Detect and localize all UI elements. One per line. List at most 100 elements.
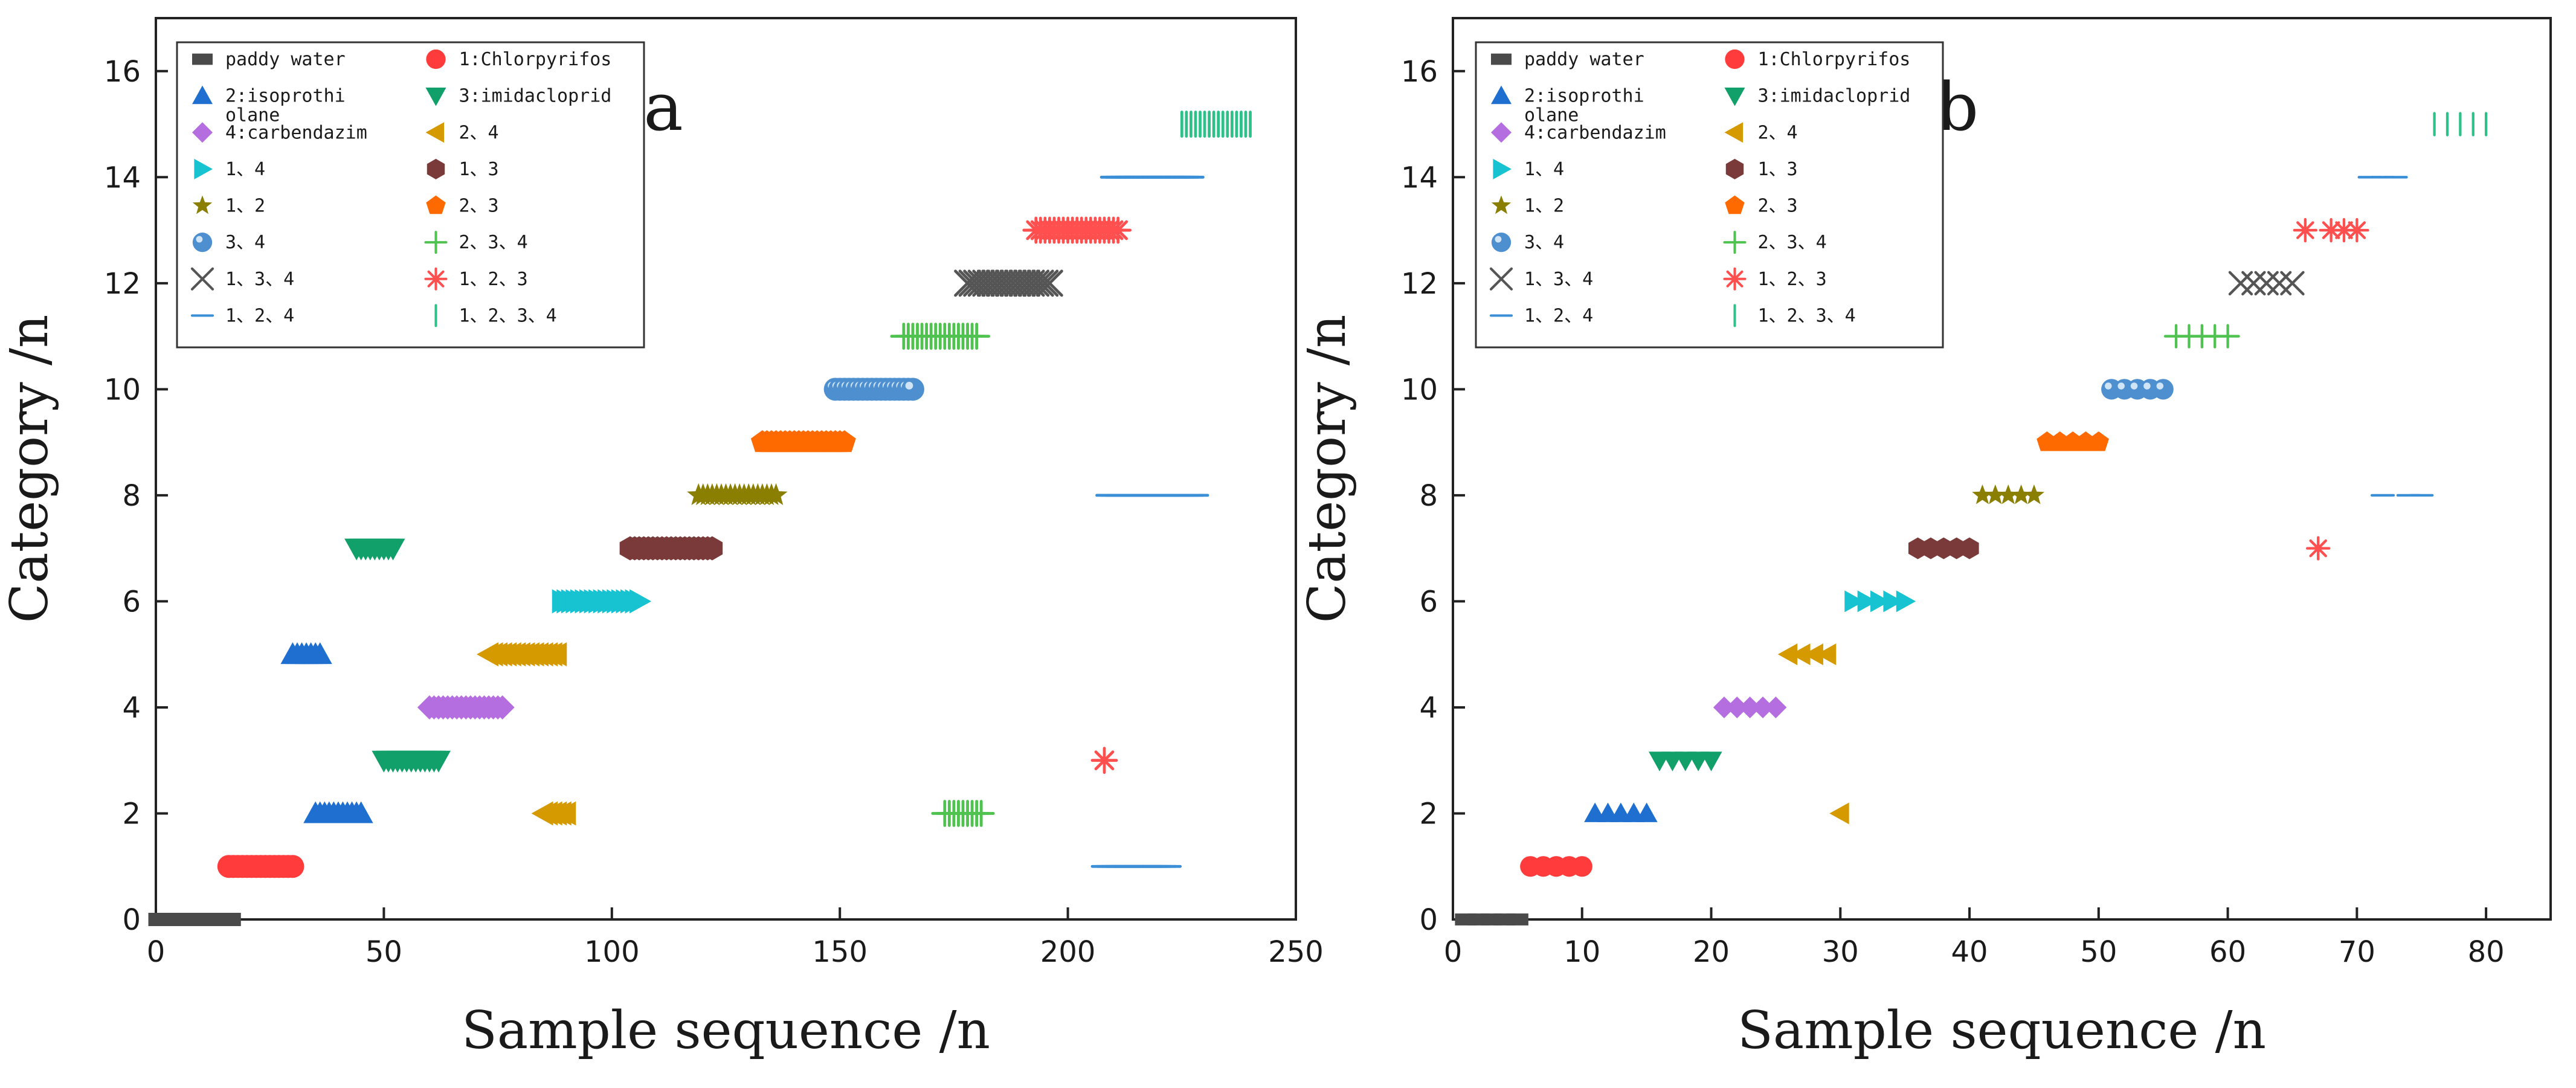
legend: paddy water 1:Chlorpyrifos 2:isoprothi olan… (176, 41, 645, 349)
data-point (1985, 484, 2006, 504)
data-point (967, 800, 995, 827)
data-point (216, 913, 241, 926)
series-sphere (2101, 379, 2174, 400)
series-asterisk (1022, 216, 1132, 244)
panel-b: 0 10 20 30 40 50 60 70 80 0 2 4 6 8 10 12 14 16 Sample seq… (1297, 17, 2552, 1061)
data-point (1004, 269, 1031, 297)
data-point (1972, 484, 1993, 504)
y-tick-label: 4 (122, 691, 141, 725)
legend-label: 1、2、3、4 (1758, 305, 1856, 326)
y-tick-label: 4 (1419, 691, 1438, 725)
data-point (995, 269, 1022, 297)
legend-item: 1、2、4 (190, 305, 294, 326)
x-tick-label: 30 (1822, 935, 1859, 969)
legend-marker (1725, 158, 1744, 179)
series-triangle-down (344, 538, 405, 561)
legend-marker (192, 53, 213, 65)
series-triangle-right (1844, 590, 1916, 613)
legend-marker (1491, 53, 1512, 65)
data-point (1104, 216, 1132, 244)
legend-label: paddy water (1524, 49, 1644, 70)
legend-item: 2:isoprothi olane (1491, 85, 1644, 126)
y-tick-label: 16 (104, 55, 141, 89)
series-circle (1520, 856, 1592, 877)
series-triangle-left (531, 801, 576, 826)
legend-item: 2、3 (1725, 195, 1798, 217)
data-point (976, 269, 1004, 297)
series-x (954, 269, 1063, 297)
series-diamond (1713, 696, 1787, 718)
data-point (1857, 590, 1878, 613)
legend-marker (1724, 122, 1744, 143)
legend-label: 3、4 (225, 232, 265, 253)
series-triangle-right (552, 589, 652, 614)
legend-marker (192, 122, 213, 143)
data-point (1635, 802, 1658, 822)
data-point (2306, 536, 2331, 561)
series-star (687, 483, 788, 506)
panel-letter: a (643, 68, 683, 146)
x-axis-label: Sample sequence /n (462, 1000, 990, 1061)
legend-label: 1:Chlorpyrifos (1758, 49, 1911, 70)
data-point (981, 269, 1009, 297)
legend-marker (194, 158, 213, 179)
x-tick-label: 200 (1040, 935, 1096, 969)
data-point (1829, 802, 1849, 825)
legend-item: 1、2、3、4 (1733, 304, 1856, 327)
legend-label: 3:imidacloprid (459, 86, 612, 107)
data-point (2023, 484, 2045, 504)
data-point (954, 269, 981, 297)
legend-marker (1725, 195, 1745, 214)
legend-label: 1、2、4 (225, 305, 294, 326)
legend-label: 2、3 (1758, 196, 1798, 217)
series-plus (2163, 324, 2240, 349)
data-point (1726, 696, 1748, 718)
legend-label: 1、2、3 (1758, 269, 1827, 290)
y-tick-label: 12 (104, 267, 141, 301)
legend-label: 1、2、3、4 (459, 305, 557, 326)
series-vline (1180, 111, 1252, 138)
plot-frame (1452, 17, 2552, 921)
legend-label: 3、4 (1524, 232, 1564, 253)
data-point (2267, 271, 2292, 295)
legend-item: 3:imidacloprid (425, 86, 612, 107)
legend-marker (192, 232, 213, 253)
y-axis: 0 2 4 6 8 10 12 14 16 (1401, 55, 1465, 937)
data-point (426, 750, 451, 773)
legend-label: 4:carbendazim (225, 122, 367, 143)
legend-item: 1、3、4 (1489, 267, 1593, 291)
y-tick-label: 6 (122, 585, 141, 619)
legend-item: 4:carbendazim (192, 122, 367, 143)
legend-label: 1、4 (225, 159, 265, 180)
series-triangle-down (372, 750, 451, 773)
series-triangle-left (1777, 643, 1837, 666)
data-point (1765, 696, 1787, 718)
data-marks (1455, 112, 2488, 925)
y-axis-label: Category /n (1297, 315, 1357, 623)
data-point (1013, 269, 1041, 297)
series-sphere (823, 378, 924, 401)
legend-marker (425, 88, 446, 106)
data-point (764, 483, 788, 506)
data-point (490, 695, 515, 719)
data-point (1803, 643, 1823, 666)
legend-marker (425, 122, 445, 143)
panel-a: 0 50 100 150 200 250 0 2 4 6 8 10 12 14 16 Sample seque… (0, 17, 1324, 1061)
x-tick-label: 70 (2339, 935, 2375, 969)
data-marks (148, 111, 1252, 926)
y-tick-label: 0 (122, 903, 141, 937)
legend-marker (426, 49, 446, 69)
data-point (901, 378, 924, 401)
series-hexagon (1908, 537, 1979, 559)
legend-item: 2、3 (426, 195, 499, 217)
y-axis-label: Category /n (0, 315, 60, 623)
legend: paddy water 1:Chlorpyrifos 2:isoprothi olan… (1475, 41, 1944, 349)
legend-label: 1、2 (225, 196, 265, 217)
series-square (148, 913, 241, 926)
legend-item: 1、4 (194, 158, 265, 180)
legend-label: 2:isoprothi olane (1524, 86, 1644, 126)
legend-item: 4:carbendazim (1491, 122, 1666, 143)
series-plus (931, 800, 995, 827)
legend-frame (1475, 41, 1944, 349)
